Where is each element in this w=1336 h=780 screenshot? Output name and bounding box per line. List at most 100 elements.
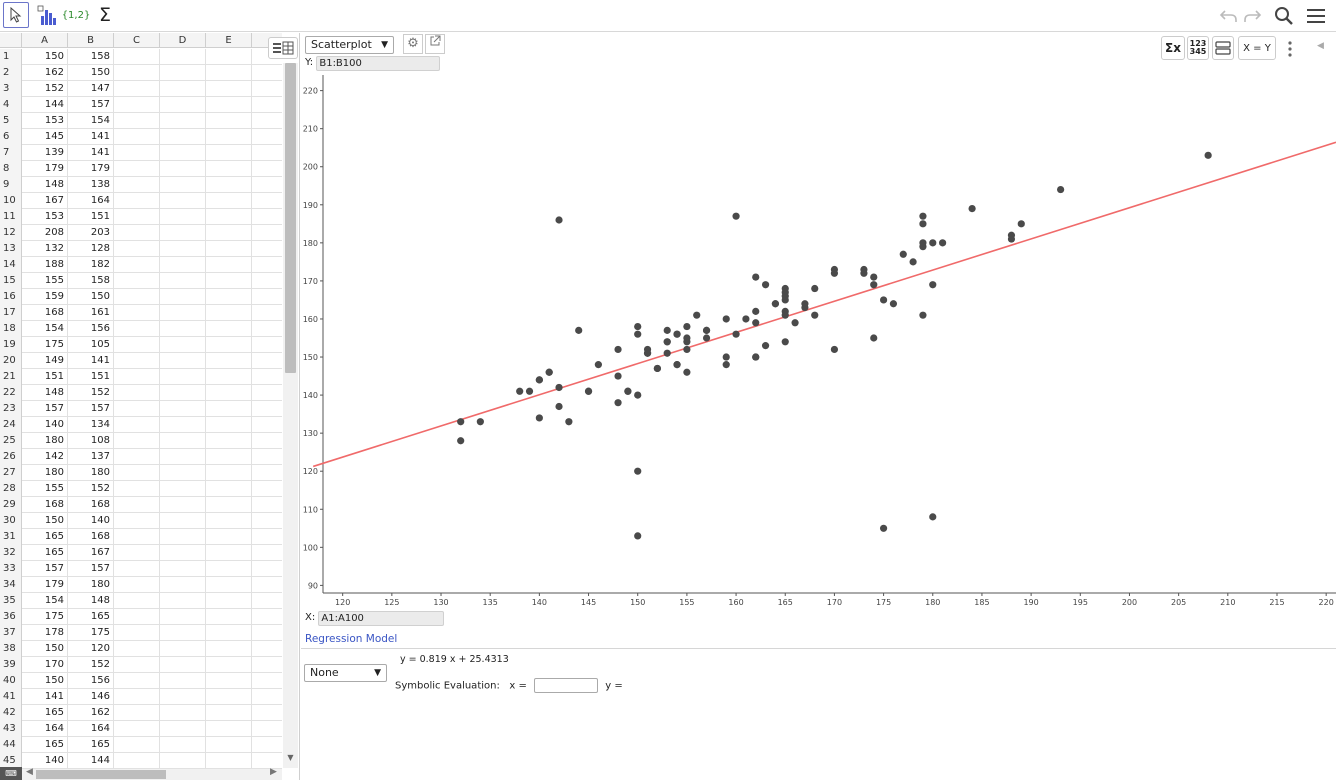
cell-e[interactable]: [206, 257, 252, 273]
cell-f[interactable]: [252, 721, 282, 737]
keyboard-icon[interactable]: ⌨: [0, 767, 22, 780]
cell-d[interactable]: [160, 65, 206, 81]
cell-d[interactable]: [160, 129, 206, 145]
row-number[interactable]: 14: [0, 257, 22, 273]
cell-c[interactable]: [114, 449, 160, 465]
corner-cell[interactable]: [0, 33, 22, 48]
cell-c[interactable]: [114, 209, 160, 225]
cell-a[interactable]: 162: [22, 65, 68, 81]
cell-a[interactable]: 157: [22, 401, 68, 417]
horizontal-scrollbar[interactable]: ◀ ▶: [22, 767, 282, 780]
cell-f[interactable]: [252, 273, 282, 289]
row-number[interactable]: 11: [0, 209, 22, 225]
cell-a[interactable]: 165: [22, 737, 68, 753]
two-plots-button[interactable]: [1212, 36, 1234, 60]
cell-a[interactable]: 157: [22, 561, 68, 577]
cell-b[interactable]: 157: [68, 97, 114, 113]
plot-settings-button[interactable]: ⚙: [403, 34, 423, 54]
cell-e[interactable]: [206, 241, 252, 257]
cell-f[interactable]: [252, 337, 282, 353]
column-header-e[interactable]: E: [206, 33, 252, 48]
cell-a[interactable]: 179: [22, 577, 68, 593]
cell-f[interactable]: [252, 161, 282, 177]
cell-f[interactable]: [252, 145, 282, 161]
cell-a[interactable]: 175: [22, 609, 68, 625]
row-number[interactable]: 16: [0, 289, 22, 305]
cell-b[interactable]: 182: [68, 257, 114, 273]
cell-a[interactable]: 153: [22, 113, 68, 129]
cell-b[interactable]: 151: [68, 209, 114, 225]
cell-f[interactable]: [252, 737, 282, 753]
cell-a[interactable]: 154: [22, 321, 68, 337]
cell-c[interactable]: [114, 465, 160, 481]
cell-e[interactable]: [206, 673, 252, 689]
cell-d[interactable]: [160, 513, 206, 529]
cell-b[interactable]: 157: [68, 401, 114, 417]
cell-d[interactable]: [160, 433, 206, 449]
cell-b[interactable]: 151: [68, 369, 114, 385]
cell-a[interactable]: 159: [22, 289, 68, 305]
cell-e[interactable]: [206, 705, 252, 721]
cell-b[interactable]: 167: [68, 545, 114, 561]
cell-d[interactable]: [160, 369, 206, 385]
row-number[interactable]: 39: [0, 657, 22, 673]
cell-a[interactable]: 145: [22, 129, 68, 145]
cell-c[interactable]: [114, 193, 160, 209]
row-number[interactable]: 19: [0, 337, 22, 353]
cell-e[interactable]: [206, 289, 252, 305]
row-number[interactable]: 20: [0, 353, 22, 369]
cell-c[interactable]: [114, 321, 160, 337]
cell-f[interactable]: [252, 609, 282, 625]
row-number[interactable]: 6: [0, 129, 22, 145]
cell-a[interactable]: 170: [22, 657, 68, 673]
cell-b[interactable]: 150: [68, 289, 114, 305]
export-plot-button[interactable]: [425, 34, 445, 54]
row-number[interactable]: 15: [0, 273, 22, 289]
cell-a[interactable]: 168: [22, 497, 68, 513]
row-number[interactable]: 32: [0, 545, 22, 561]
cell-c[interactable]: [114, 65, 160, 81]
main-menu-button[interactable]: [1304, 4, 1328, 28]
cell-f[interactable]: [252, 513, 282, 529]
column-header-a[interactable]: A: [22, 33, 68, 48]
cell-d[interactable]: [160, 337, 206, 353]
cell-d[interactable]: [160, 193, 206, 209]
cell-d[interactable]: [160, 641, 206, 657]
cell-f[interactable]: [252, 321, 282, 337]
cell-a[interactable]: 140: [22, 417, 68, 433]
row-number[interactable]: 5: [0, 113, 22, 129]
x-range-input[interactable]: A1:A100: [318, 611, 445, 626]
cell-f[interactable]: [252, 753, 282, 769]
cell-a[interactable]: 180: [22, 465, 68, 481]
cell-e[interactable]: [206, 321, 252, 337]
row-number[interactable]: 23: [0, 401, 22, 417]
cell-e[interactable]: [206, 641, 252, 657]
swap-xy-button[interactable]: X = Y: [1238, 36, 1276, 60]
cell-e[interactable]: [206, 385, 252, 401]
cell-a[interactable]: 148: [22, 177, 68, 193]
cell-d[interactable]: [160, 561, 206, 577]
cell-a[interactable]: 208: [22, 225, 68, 241]
cell-f[interactable]: [252, 593, 282, 609]
cell-b[interactable]: 157: [68, 561, 114, 577]
cell-e[interactable]: [206, 561, 252, 577]
cell-c[interactable]: [114, 289, 160, 305]
cell-a[interactable]: 175: [22, 337, 68, 353]
cell-d[interactable]: [160, 289, 206, 305]
row-number[interactable]: 40: [0, 673, 22, 689]
cell-c[interactable]: [114, 737, 160, 753]
cell-c[interactable]: [114, 257, 160, 273]
cell-c[interactable]: [114, 369, 160, 385]
spreadsheet-options-button[interactable]: [268, 37, 298, 59]
cell-a[interactable]: 139: [22, 145, 68, 161]
cell-d[interactable]: [160, 305, 206, 321]
cell-a[interactable]: 180: [22, 433, 68, 449]
cell-b[interactable]: 156: [68, 673, 114, 689]
cell-b[interactable]: 154: [68, 113, 114, 129]
cell-f[interactable]: [252, 305, 282, 321]
cell-e[interactable]: [206, 545, 252, 561]
cell-f[interactable]: [252, 625, 282, 641]
cell-e[interactable]: [206, 225, 252, 241]
row-number[interactable]: 36: [0, 609, 22, 625]
cell-a[interactable]: 142: [22, 449, 68, 465]
